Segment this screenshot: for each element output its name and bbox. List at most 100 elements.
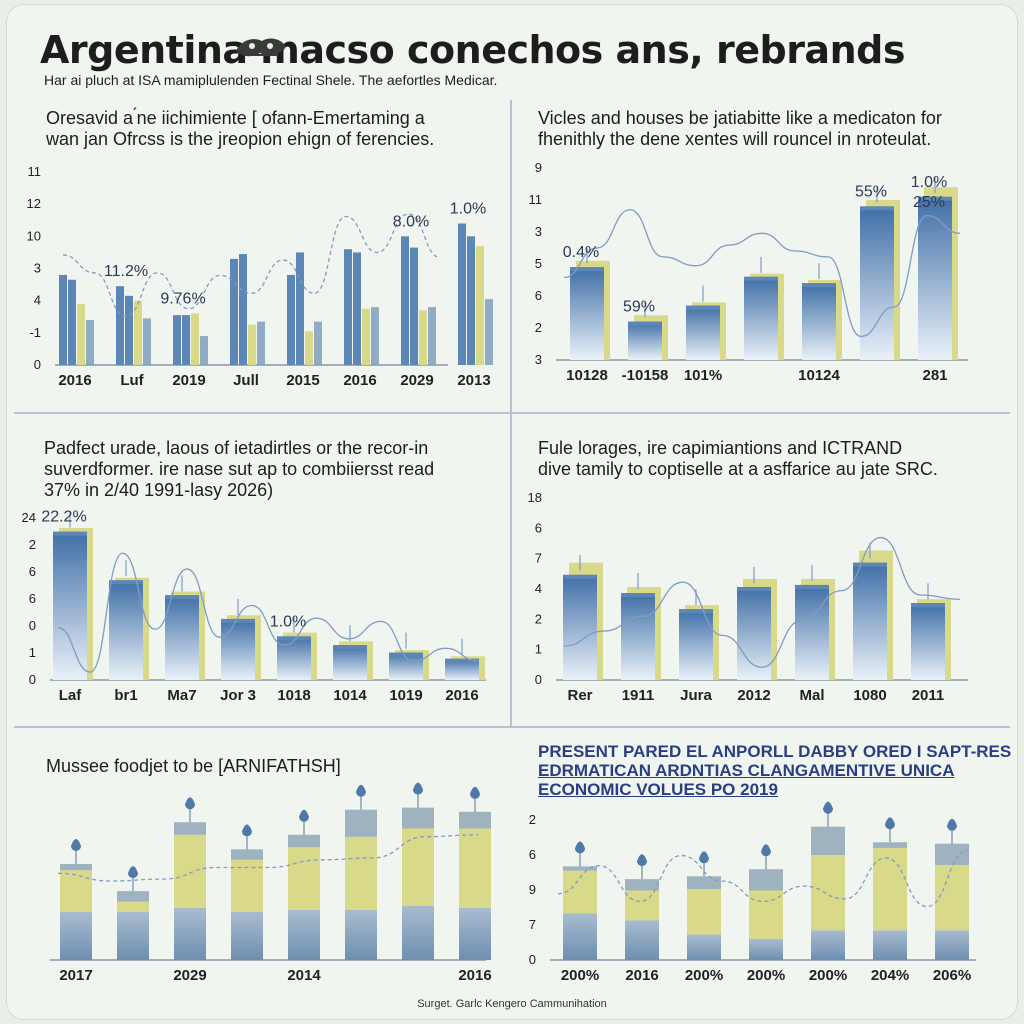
trend-line — [62, 213, 441, 318]
argentina-emblem-icon — [236, 38, 286, 57]
bar-segment — [873, 930, 907, 960]
y-tick-label: 4 — [535, 581, 542, 596]
bar-cap — [389, 652, 423, 657]
y-tick-label: 9 — [529, 882, 536, 897]
trend-line — [563, 209, 961, 338]
bar — [77, 303, 85, 365]
panel-description-middle-left: Padfect urade, laous of ietadirtles or t… — [44, 438, 434, 501]
y-tick-label: 24 — [22, 510, 36, 525]
bar-segment — [117, 891, 149, 902]
bar — [419, 310, 427, 365]
bar-cap — [628, 321, 662, 326]
y-tick-label: 3 — [34, 261, 41, 276]
description-line: Mussee foodjet to be [ARNIFATHSH] — [46, 756, 341, 776]
droplet-icon — [947, 818, 957, 831]
bar-segment — [345, 836, 377, 910]
category-label: 1018 — [277, 687, 310, 704]
description-line: Oresavid a ́ne iichimiente [ ofann-Emert… — [46, 108, 425, 128]
bar-segment — [625, 879, 659, 891]
category-label: Jor 3 — [220, 687, 256, 704]
bar — [476, 245, 484, 365]
bar — [344, 249, 352, 365]
y-tick-label: 12 — [27, 196, 41, 211]
bar-cap — [795, 584, 829, 589]
bar-cap — [221, 618, 255, 623]
bar — [68, 279, 76, 365]
bar-segment — [402, 807, 434, 829]
category-label: 1911 — [622, 687, 655, 704]
bar-segment — [117, 901, 149, 912]
bar-cap — [563, 574, 597, 579]
data-label: 55% — [855, 183, 887, 200]
category-label: 200% — [561, 967, 599, 984]
bar — [86, 319, 94, 365]
bar-segment — [749, 869, 783, 891]
bar-segment — [117, 911, 149, 960]
y-tick-label: 6 — [535, 520, 542, 535]
y-tick-label: 1 — [29, 645, 36, 660]
category-label: 2013 — [457, 372, 490, 389]
category-label: Jura — [680, 687, 712, 704]
bar — [410, 247, 418, 365]
bar — [182, 315, 190, 365]
bar — [230, 258, 238, 365]
panel-description-bottom-left: Mussee foodjet to be [ARNIFATHSH] — [46, 756, 341, 777]
category-label: 101% — [684, 367, 722, 384]
data-label: 11.2% — [104, 263, 148, 280]
category-label: 200% — [685, 967, 723, 984]
bar-segment — [345, 809, 377, 837]
bar-segment — [60, 863, 92, 871]
bar — [53, 531, 87, 680]
y-tick-label: 0 — [29, 618, 36, 633]
category-label: Ma7 — [167, 687, 196, 704]
bar — [371, 307, 379, 365]
bar-segment — [231, 911, 263, 960]
bar — [134, 300, 142, 365]
droplet-icon — [356, 784, 366, 797]
bar — [795, 584, 829, 680]
bar-cap — [53, 531, 87, 536]
bar — [445, 658, 479, 680]
y-tick-label: 0 — [529, 952, 536, 967]
bar-segment — [749, 938, 783, 960]
category-label: 2016 — [445, 687, 478, 704]
bar — [362, 308, 370, 365]
bar-cap — [911, 603, 945, 608]
data-label: 59% — [623, 299, 655, 316]
category-label: 10124 — [798, 367, 840, 384]
y-tick-label: 11 — [28, 164, 42, 179]
category-label: 2017 — [59, 967, 92, 984]
bar-segment — [288, 834, 320, 848]
category-label: -10158 — [622, 367, 669, 384]
panel-description-top-left: Oresavid a ́ne iichimiente [ ofann-Emert… — [46, 108, 434, 150]
bar-segment — [174, 834, 206, 908]
bar-segment — [687, 876, 721, 890]
category-label: 2011 — [912, 687, 945, 704]
bar — [248, 324, 256, 365]
bar-segment — [563, 866, 597, 871]
bar — [191, 313, 199, 365]
droplet-icon — [575, 841, 585, 854]
bar — [802, 283, 836, 360]
bar-cap — [109, 580, 143, 585]
page-subtitle: Har ai pluch at ISA mamiplulenden Fectin… — [44, 72, 498, 88]
bar-segment — [174, 822, 206, 835]
trend-line — [557, 849, 969, 908]
panel-description-bottom-right: PRESENT PARED EL ANPORLL DABBY ORED I SA… — [538, 742, 1011, 799]
category-label: Laf — [59, 687, 83, 704]
description-line: fhenithly the dene xentes will rouncel i… — [538, 129, 932, 149]
droplet-icon — [470, 786, 480, 799]
bar — [353, 252, 361, 365]
bar-cap — [570, 267, 604, 272]
category-label: 2029 — [173, 967, 206, 984]
bar — [918, 196, 952, 360]
bar — [563, 574, 597, 680]
bar-segment — [459, 828, 491, 908]
category-label: 200% — [747, 967, 785, 984]
droplet-icon — [761, 844, 771, 857]
bar-cap — [853, 562, 887, 567]
category-label: 1080 — [853, 687, 886, 704]
bar-segment — [345, 909, 377, 960]
